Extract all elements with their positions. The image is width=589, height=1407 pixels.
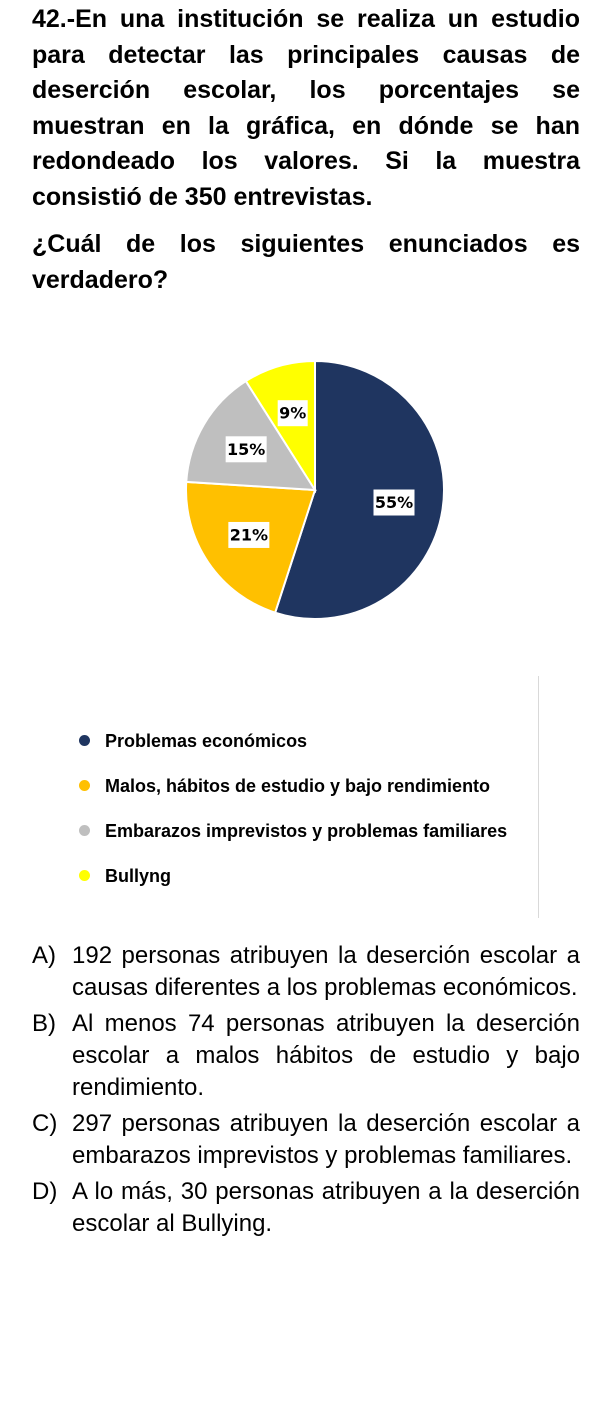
legend-label: Bullyng xyxy=(105,866,171,886)
option-letter: B) xyxy=(32,1010,56,1037)
legend-label: Embarazos imprevistos y problemas famili… xyxy=(105,821,508,841)
data-label-background xyxy=(373,489,415,516)
option-text: 192 personas atribuyen la deserción esco… xyxy=(72,942,580,1001)
option-d[interactable]: D) A lo más, 30 personas atribuyen a la … xyxy=(32,1176,580,1240)
legend-dot-icon xyxy=(79,735,90,746)
option-text: 297 personas atribuyen la deserción esco… xyxy=(72,1110,580,1169)
question-text: ¿Cuál de los siguientes enunciados es ve… xyxy=(32,230,580,294)
data-label-background xyxy=(277,400,308,427)
legend-label: Problemas económicos xyxy=(105,731,308,751)
pie-slice xyxy=(273,359,445,620)
option-text: A lo más, 30 personas atribuyen a la des… xyxy=(72,1178,580,1237)
problem-statement: 42.-En una institución se realiza un est… xyxy=(32,5,580,211)
data-label-background xyxy=(225,436,267,463)
option-letter: C) xyxy=(32,1110,58,1137)
option-c[interactable]: C) 297 personas atribuyen la deserción e… xyxy=(32,1108,580,1172)
data-label-background xyxy=(228,521,270,548)
pie-slice xyxy=(185,379,317,492)
legend-dot-icon xyxy=(79,780,90,791)
legend-label: Malos, hábitos de estudio y bajo rendimi… xyxy=(105,776,491,796)
answer-options: A) 192 personas atribuyen la deserción e… xyxy=(32,940,580,1244)
pie-chart: 55% 21% 15% 9% xyxy=(185,359,445,620)
data-label: 15% xyxy=(227,440,265,459)
option-text: Al menos 74 personas atribuyen la deserc… xyxy=(72,1010,580,1101)
data-label: 21% xyxy=(230,525,268,544)
option-a[interactable]: A) 192 personas atribuyen la deserción e… xyxy=(32,940,580,1004)
data-label: 55% xyxy=(375,493,413,512)
data-label: 9% xyxy=(279,404,306,423)
option-letter: D) xyxy=(32,1178,58,1205)
legend-divider xyxy=(538,676,539,918)
legend-dot-icon xyxy=(79,870,90,881)
option-letter: A) xyxy=(32,942,56,969)
option-b[interactable]: B) Al menos 74 personas atribuyen la des… xyxy=(32,1008,580,1104)
legend-dot-icon xyxy=(79,825,90,836)
